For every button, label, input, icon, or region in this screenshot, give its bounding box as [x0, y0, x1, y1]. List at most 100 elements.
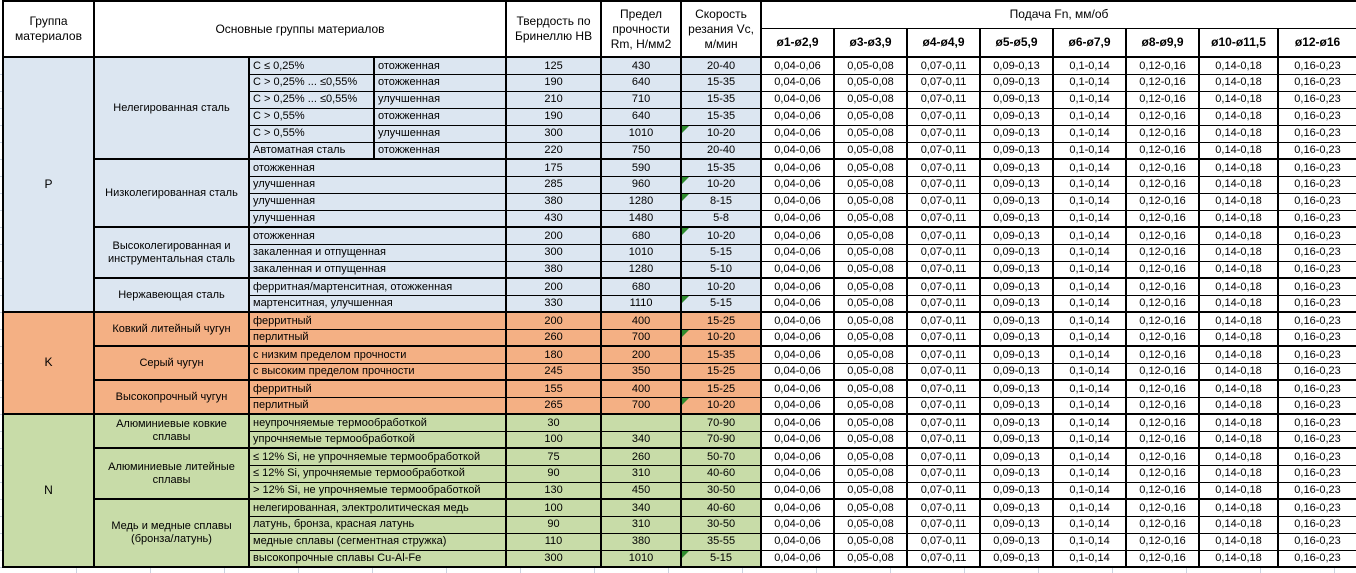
feed-value-cell[interactable]: 0,09-0,13	[979, 396, 1055, 415]
feed-value-cell[interactable]: 0,14-0,18	[1198, 345, 1280, 364]
feed-value-cell[interactable]: 0,14-0,18	[1198, 73, 1280, 92]
cutting-speed-cell[interactable]: 10-20	[680, 175, 763, 194]
feed-value-cell[interactable]: 0,16-0,23	[1277, 141, 1356, 160]
feed-value-cell[interactable]: 0,09-0,13	[979, 345, 1055, 364]
hardness-cell[interactable]: 100	[505, 498, 603, 517]
cutting-speed-cell[interactable]: 10-20	[680, 396, 763, 415]
feed-value-cell[interactable]: 0,07-0,11	[906, 107, 982, 126]
feed-value-cell[interactable]: 0,1-0,14	[1052, 243, 1128, 262]
feed-value-cell[interactable]: 0,07-0,11	[906, 243, 982, 262]
hardness-cell[interactable]: 260	[505, 328, 603, 347]
feed-value-cell[interactable]: 0,07-0,11	[906, 124, 982, 143]
feed-value-cell[interactable]: 0,14-0,18	[1198, 481, 1280, 500]
feed-value-cell[interactable]: 0,14-0,18	[1198, 226, 1280, 245]
material-condition-cell[interactable]: медные сплавы (сегментная стружка)	[247, 532, 508, 551]
feed-value-cell[interactable]: 0,1-0,14	[1052, 481, 1128, 500]
feed-value-cell[interactable]: 0,14-0,18	[1198, 294, 1280, 313]
feed-value-cell[interactable]: 0,1-0,14	[1052, 311, 1128, 330]
feed-value-cell[interactable]: 0,14-0,18	[1198, 549, 1280, 568]
feed-value-cell[interactable]: 0,04-0,06	[760, 158, 836, 177]
cutting-speed-cell[interactable]: 15-35	[680, 345, 763, 364]
hardness-cell[interactable]: 200	[505, 311, 603, 330]
cutting-speed-cell[interactable]: 50-70	[680, 447, 763, 466]
feed-value-cell[interactable]: 0,09-0,13	[979, 243, 1055, 262]
feed-value-cell[interactable]: 0,07-0,11	[906, 260, 982, 279]
feed-value-cell[interactable]: 0,04-0,06	[760, 260, 836, 279]
cutting-speed-cell[interactable]: 30-50	[680, 515, 763, 534]
feed-value-cell[interactable]: 0,05-0,08	[833, 260, 909, 279]
feed-value-cell[interactable]: 0,12-0,16	[1125, 294, 1201, 313]
feed-value-cell[interactable]: 0,16-0,23	[1277, 311, 1356, 330]
feed-value-cell[interactable]: 0,16-0,23	[1277, 192, 1356, 211]
material-condition-cell[interactable]: отожженная	[372, 73, 508, 92]
feed-value-cell[interactable]: 0,05-0,08	[833, 430, 909, 449]
feed-value-cell[interactable]: 0,04-0,06	[760, 56, 836, 75]
feed-value-cell[interactable]: 0,05-0,08	[833, 515, 909, 534]
material-condition-cell[interactable]: высокопрочные сплавы Cu-Al-Fe	[247, 549, 508, 568]
feed-value-cell[interactable]: 0,04-0,06	[760, 362, 836, 381]
feed-value-cell[interactable]: 0,16-0,23	[1277, 379, 1356, 398]
cutting-speed-cell[interactable]: 15-35	[680, 73, 763, 92]
feed-value-cell[interactable]: 0,05-0,08	[833, 396, 909, 415]
feed-value-cell[interactable]: 0,07-0,11	[906, 515, 982, 534]
feed-value-cell[interactable]: 0,07-0,11	[906, 464, 982, 483]
feed-value-cell[interactable]: 0,05-0,08	[833, 311, 909, 330]
hardness-cell[interactable]: 200	[505, 277, 603, 296]
cutting-speed-cell[interactable]: 15-25	[680, 379, 763, 398]
material-property-cell[interactable]: C > 0,55%	[248, 124, 375, 143]
feed-value-cell[interactable]: 0,1-0,14	[1052, 532, 1128, 551]
feed-value-cell[interactable]: 0,14-0,18	[1198, 192, 1280, 211]
feed-value-cell[interactable]: 0,07-0,11	[906, 498, 982, 517]
strength-cell[interactable]: 310	[600, 515, 683, 534]
feed-value-cell[interactable]: 0,16-0,23	[1277, 124, 1356, 143]
feed-value-cell[interactable]: 0,1-0,14	[1052, 294, 1128, 313]
feed-value-cell[interactable]: 0,12-0,16	[1125, 345, 1201, 364]
header-material-group[interactable]: Группа материалов	[2, 0, 95, 58]
feed-value-cell[interactable]: 0,12-0,16	[1125, 396, 1201, 415]
material-subgroup-cell[interactable]: Ковкий литейный чугун	[93, 311, 250, 347]
cutting-speed-cell[interactable]: 5-8	[680, 209, 763, 228]
feed-value-cell[interactable]: 0,12-0,16	[1125, 464, 1201, 483]
feed-value-cell[interactable]: 0,07-0,11	[906, 481, 982, 500]
feed-value-cell[interactable]: 0,04-0,06	[760, 73, 836, 92]
hardness-cell[interactable]: 155	[505, 379, 603, 398]
feed-value-cell[interactable]: 0,05-0,08	[833, 90, 909, 109]
cutting-speed-cell[interactable]: 5-15	[680, 294, 763, 313]
feed-value-cell[interactable]: 0,07-0,11	[906, 294, 982, 313]
feed-value-cell[interactable]: 0,09-0,13	[979, 141, 1055, 160]
cutting-speed-cell[interactable]: 8-15	[680, 192, 763, 211]
material-subgroup-cell[interactable]: Серый чугун	[93, 345, 250, 381]
feed-value-cell[interactable]: 0,1-0,14	[1052, 277, 1128, 296]
feed-value-cell[interactable]: 0,05-0,08	[833, 294, 909, 313]
feed-value-cell[interactable]: 0,1-0,14	[1052, 141, 1128, 160]
feed-value-cell[interactable]: 0,1-0,14	[1052, 447, 1128, 466]
feed-value-cell[interactable]: 0,12-0,16	[1125, 532, 1201, 551]
feed-value-cell[interactable]: 0,12-0,16	[1125, 413, 1201, 432]
cutting-speed-cell[interactable]: 40-60	[680, 464, 763, 483]
cutting-speed-cell[interactable]: 15-25	[680, 362, 763, 381]
feed-value-cell[interactable]: 0,12-0,16	[1125, 311, 1201, 330]
feed-value-cell[interactable]: 0,09-0,13	[979, 311, 1055, 330]
header-tensile-strength[interactable]: Предел прочности Rm, Н/мм2	[600, 0, 683, 58]
material-property-cell[interactable]: C ≤ 0,25%	[248, 56, 375, 75]
feed-value-cell[interactable]: 0,05-0,08	[833, 498, 909, 517]
strength-cell[interactable]: 750	[600, 141, 683, 160]
feed-value-cell[interactable]: 0,05-0,08	[833, 175, 909, 194]
feed-value-cell[interactable]: 0,16-0,23	[1277, 413, 1356, 432]
feed-value-cell[interactable]: 0,04-0,06	[760, 141, 836, 160]
feed-value-cell[interactable]: 0,1-0,14	[1052, 175, 1128, 194]
feed-value-cell[interactable]: 0,14-0,18	[1198, 515, 1280, 534]
hardness-cell[interactable]: 245	[505, 362, 603, 381]
header-feed[interactable]: Подача Fn, мм/об	[760, 0, 1356, 29]
feed-value-cell[interactable]: 0,07-0,11	[906, 209, 982, 228]
group-letter-cell[interactable]: K	[2, 311, 95, 415]
hardness-cell[interactable]: 125	[505, 56, 603, 75]
feed-value-cell[interactable]: 0,05-0,08	[833, 481, 909, 500]
hardness-cell[interactable]: 300	[505, 243, 603, 262]
group-letter-cell[interactable]: P	[2, 56, 95, 313]
hardness-cell[interactable]: 300	[505, 549, 603, 568]
feed-value-cell[interactable]: 0,1-0,14	[1052, 192, 1128, 211]
header-diameter-range[interactable]: ø10-ø11,5	[1198, 27, 1280, 58]
hardness-cell[interactable]: 265	[505, 396, 603, 415]
feed-value-cell[interactable]: 0,04-0,06	[760, 396, 836, 415]
